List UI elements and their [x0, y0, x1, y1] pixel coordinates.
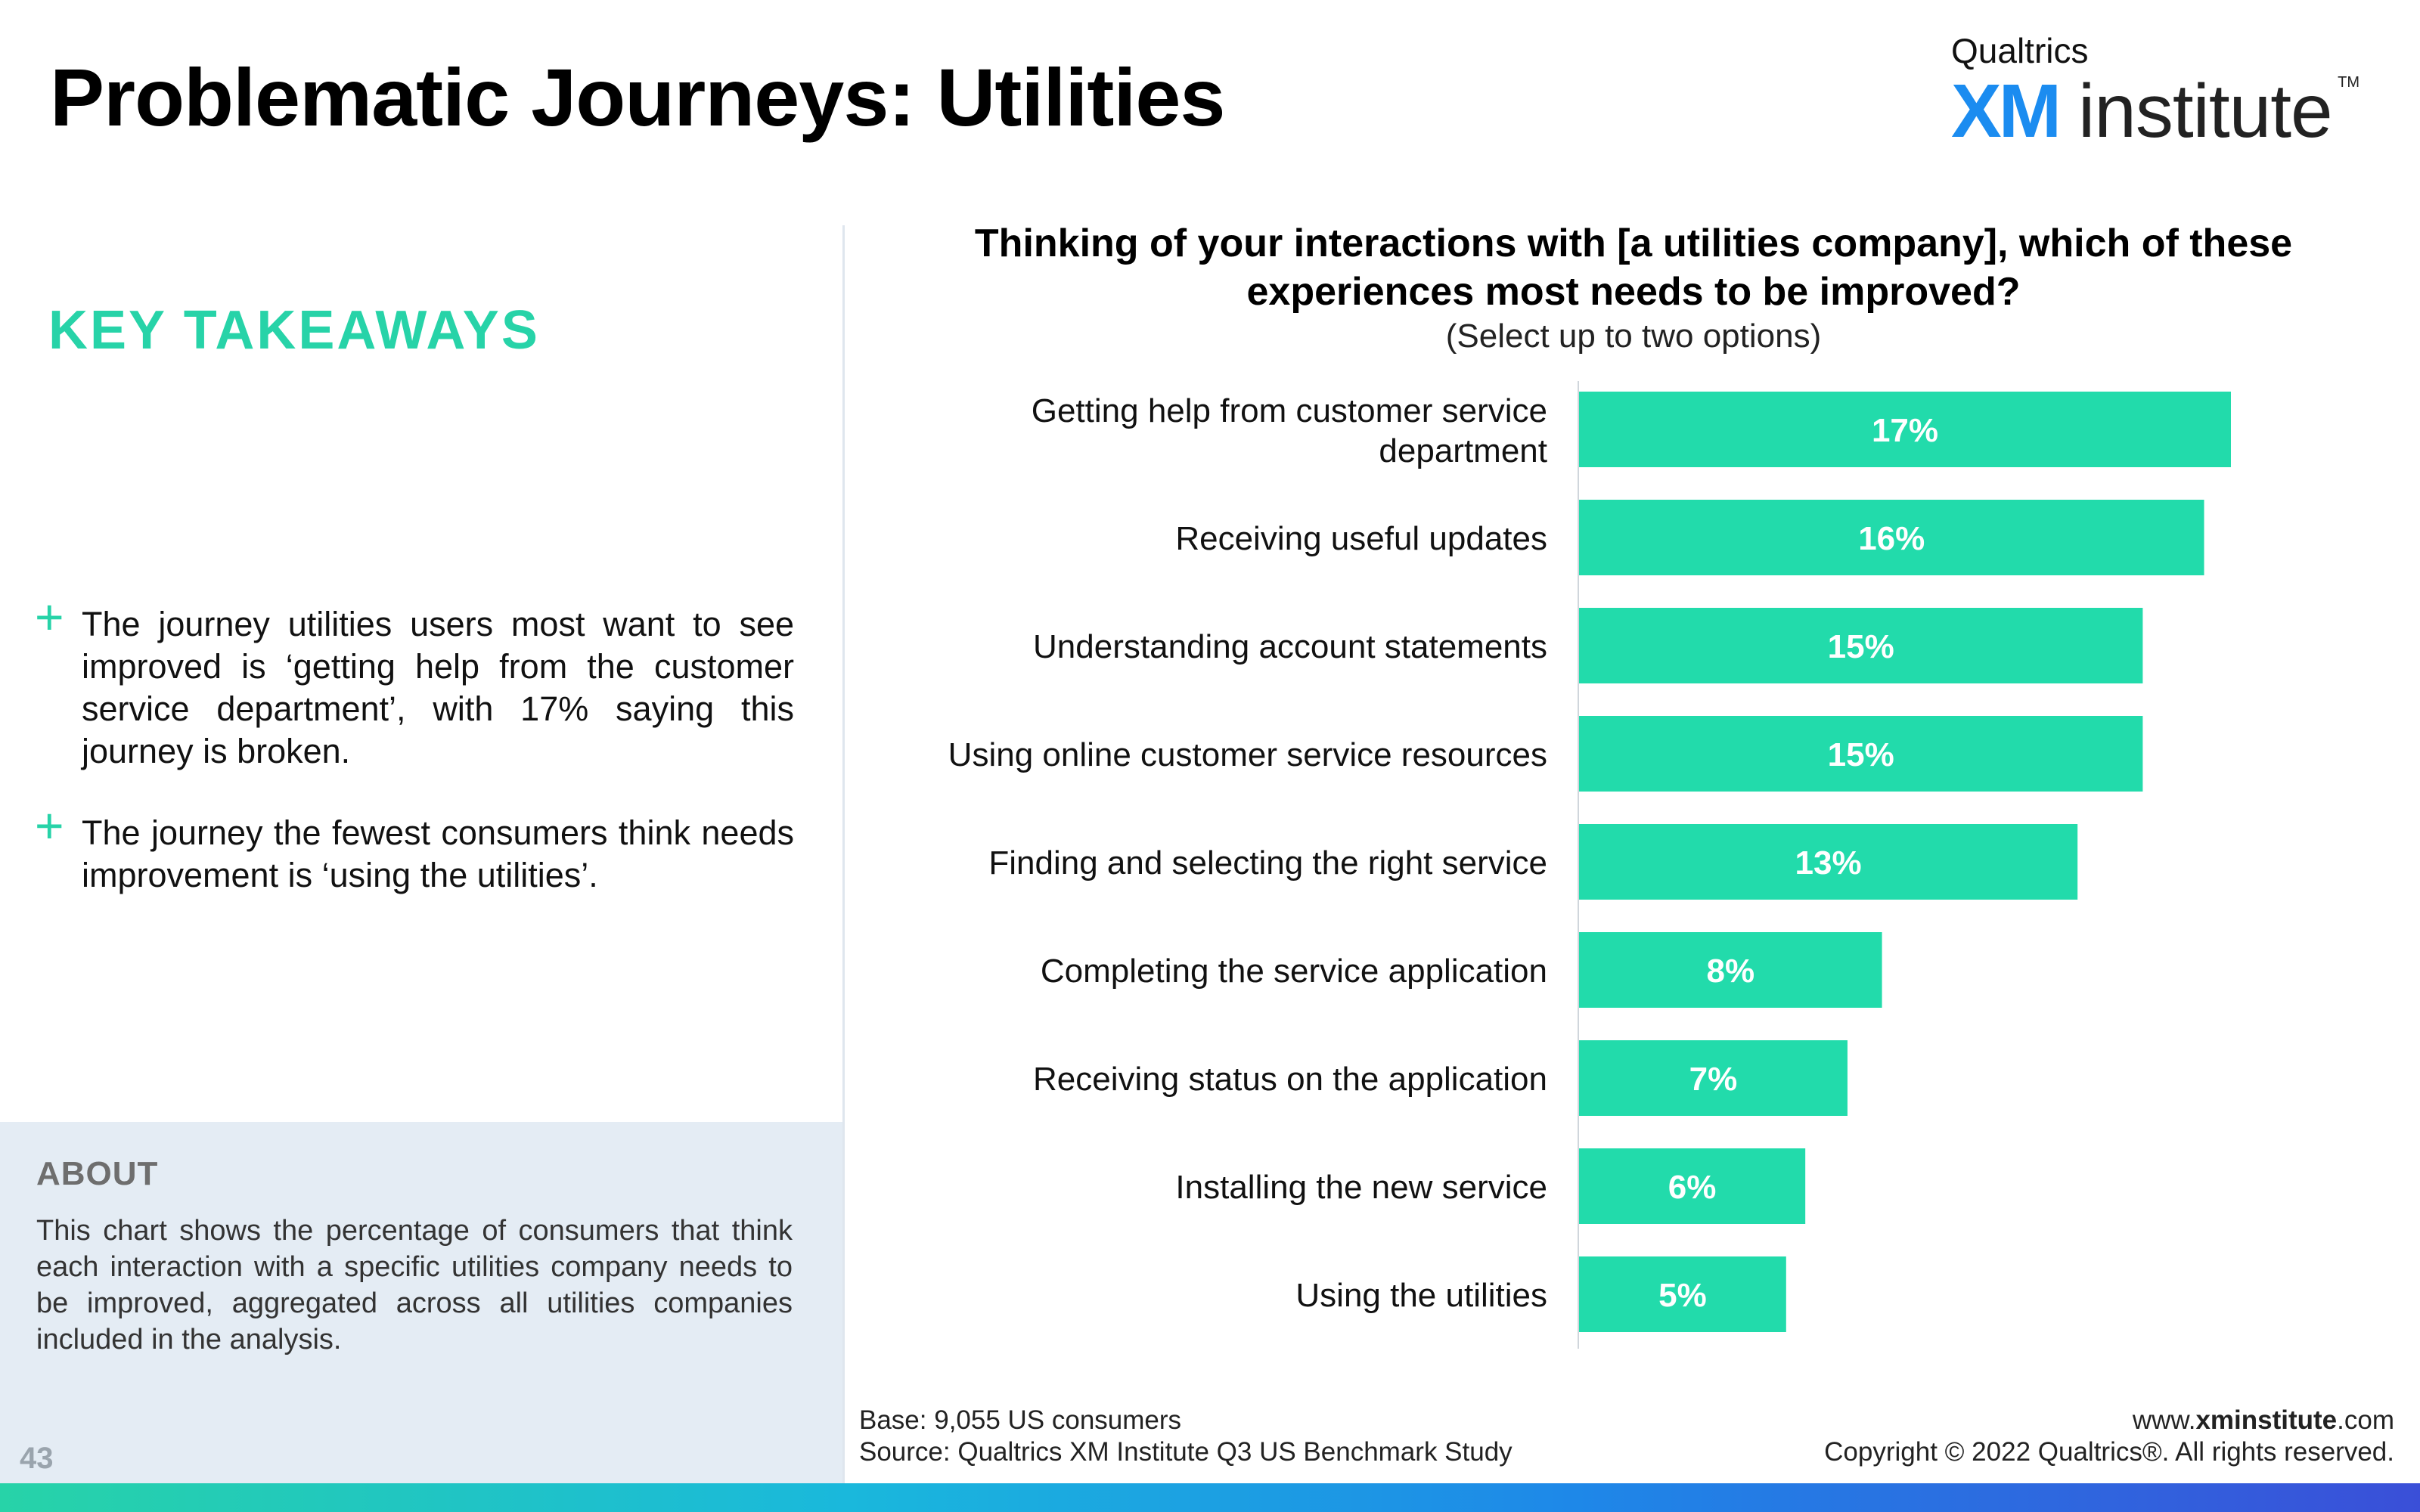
- chart-title: Thinking of your interactions with [a ut…: [974, 222, 2293, 314]
- category-label: Understanding account statements: [1033, 628, 1547, 665]
- bar-8: [1579, 1148, 1806, 1224]
- footnote: Base: 9,055 US consumers Source: Qualtri…: [859, 1405, 1512, 1468]
- about-box: ABOUT This chart shows the percentage of…: [0, 1122, 844, 1485]
- bar-value-label: 17%: [1872, 412, 1938, 449]
- bar-6: [1579, 932, 1882, 1008]
- bar-value-label: 7%: [1689, 1061, 1738, 1098]
- plus-icon: +: [35, 589, 64, 645]
- bar-1: [1579, 392, 2231, 467]
- brand-gradient-bar: [0, 1483, 2420, 1512]
- bar-value-label: 6%: [1668, 1169, 1717, 1206]
- category-label: Using online customer service resources: [948, 736, 1547, 773]
- plus-icon: +: [35, 798, 64, 854]
- page-number: 43: [20, 1442, 54, 1475]
- bar-9: [1579, 1256, 1786, 1332]
- category-label: Getting help from customer service depart…: [1032, 392, 1547, 469]
- bar-2: [1579, 500, 2204, 575]
- logo-brand: Qualtrics: [1951, 31, 2089, 70]
- credits: www.xminstitute.com Copyright © 2022 Qua…: [1824, 1405, 2394, 1468]
- bar-5: [1579, 824, 2078, 900]
- bar-value-label: 16%: [1858, 520, 1925, 557]
- logo-xm: XM: [1951, 69, 2062, 153]
- source-note: Source: Qualtrics XM Institute Q3 US Ben…: [859, 1437, 1512, 1467]
- takeaways-panel: KEY TAKEAWAYS + The journey utilities us…: [0, 0, 844, 1512]
- base-note: Base: 9,055 US consumers: [859, 1405, 1182, 1435]
- category-label: Receiving useful updates: [1175, 520, 1547, 557]
- takeaway-item: + The journey the fewest consumers think…: [35, 801, 794, 897]
- about-text: This chart shows the percentage of consu…: [36, 1215, 793, 1356]
- takeaway-text: The journey the fewest consumers think n…: [82, 813, 794, 894]
- bar-value-label: 13%: [1795, 844, 1862, 881]
- panel-divider: [842, 225, 845, 1483]
- copyright: Copyright © 2022 Qualtrics®. All rights …: [1824, 1437, 2394, 1467]
- website-link[interactable]: www.xminstitute.com: [2132, 1405, 2394, 1435]
- about-heading: ABOUT: [36, 1155, 159, 1192]
- key-takeaways-heading: KEY TAKEAWAYS: [48, 300, 540, 361]
- bar-7: [1579, 1040, 1848, 1116]
- bar-value-label: 8%: [1706, 953, 1754, 990]
- category-label: Installing the new service: [1175, 1169, 1547, 1206]
- logo-trademark: TM: [2338, 74, 2360, 91]
- bar-3: [1579, 608, 2143, 683]
- takeaway-text: The journey utilities users most want to…: [82, 605, 794, 770]
- takeaway-item: + The journey utilities users most want …: [35, 592, 794, 773]
- category-label: Finding and selecting the right service: [988, 844, 1547, 881]
- page-title: Problematic Journeys: Utilities: [50, 51, 1225, 143]
- chart-subtitle: (Select up to two options): [1445, 318, 1822, 355]
- bar-4: [1579, 716, 2143, 792]
- category-label: Receiving status on the application: [1033, 1061, 1547, 1098]
- logo-institute: institute: [2078, 69, 2333, 153]
- xm-institute-logo: Qualtrics XM institute TM: [1951, 30, 2360, 153]
- category-label: Completing the service application: [1041, 953, 1547, 990]
- bar-value-label: 5%: [1658, 1277, 1707, 1314]
- category-label: Using the utilities: [1295, 1277, 1547, 1314]
- bar-value-label: 15%: [1828, 628, 1894, 665]
- bar-value-label: 15%: [1828, 736, 1894, 773]
